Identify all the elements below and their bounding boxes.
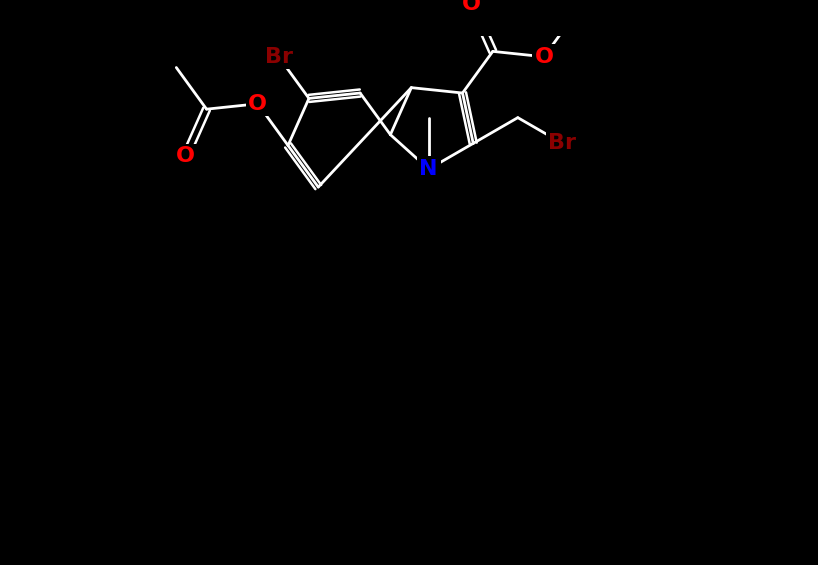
- Text: O: O: [534, 47, 554, 67]
- Text: O: O: [176, 146, 196, 166]
- Text: O: O: [248, 94, 267, 114]
- Text: Br: Br: [548, 133, 577, 153]
- Text: Br: Br: [265, 47, 293, 67]
- Text: O: O: [462, 0, 481, 14]
- Text: N: N: [420, 159, 438, 179]
